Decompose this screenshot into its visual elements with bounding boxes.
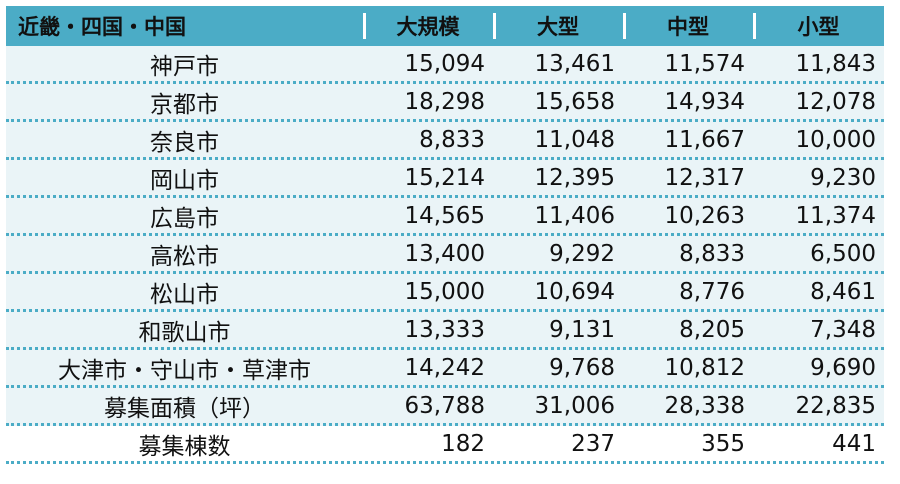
cell-large-scale: 15,000 — [404, 278, 485, 305]
table-row: 広島市 14,565 11,406 10,263 11,374 — [6, 198, 884, 236]
cell-small: 9,230 — [810, 164, 876, 191]
cell-medium: 12,317 — [664, 164, 745, 191]
row-label: 募集面積（坪） — [104, 395, 265, 422]
cell-medium: 355 — [701, 430, 745, 457]
header-medium: 中型 — [623, 6, 753, 46]
cell-medium: 11,574 — [664, 50, 745, 77]
cell-small: 22,835 — [795, 392, 876, 419]
table-row: 京都市 18,298 15,658 14,934 12,078 — [6, 84, 884, 122]
header-large: 大型 — [493, 6, 623, 46]
cell-small: 9,690 — [810, 354, 876, 381]
table-header: 近畿・四国・中国 大規模 大型 中型 小型 — [6, 6, 884, 46]
table-row: 募集棟数 182 237 355 441 — [6, 426, 884, 464]
cell-small: 8,461 — [810, 278, 876, 305]
cell-small: 6,500 — [810, 240, 876, 267]
cell-medium: 8,833 — [679, 240, 745, 267]
row-label: 松山市 — [150, 281, 219, 308]
cell-large-scale: 15,214 — [404, 164, 485, 191]
cell-medium: 28,338 — [664, 392, 745, 419]
cell-medium: 11,667 — [664, 126, 745, 153]
table-row: 松山市 15,000 10,694 8,776 8,461 — [6, 274, 884, 312]
cell-large-scale: 14,242 — [404, 354, 485, 381]
cell-medium: 10,263 — [664, 202, 745, 229]
table-row: 募集面積（坪） 63,788 31,006 28,338 22,835 — [6, 388, 884, 426]
header-large-scale: 大規模 — [363, 6, 493, 46]
table-row: 和歌山市 13,333 9,131 8,205 7,348 — [6, 312, 884, 350]
cell-large-scale: 18,298 — [404, 88, 485, 115]
cell-large-scale: 13,333 — [404, 316, 485, 343]
cell-large: 31,006 — [534, 392, 615, 419]
table-row: 神戸市 15,094 13,461 11,574 11,843 — [6, 46, 884, 84]
row-label: 和歌山市 — [138, 319, 231, 346]
cell-large: 11,048 — [534, 126, 615, 153]
cell-small: 12,078 — [795, 88, 876, 115]
row-label: 高松市 — [150, 243, 219, 270]
cell-large-scale: 15,094 — [404, 50, 485, 77]
cell-large: 11,406 — [534, 202, 615, 229]
cell-large-scale: 14,565 — [404, 202, 485, 229]
cell-medium: 8,776 — [679, 278, 745, 305]
cell-large: 13,461 — [534, 50, 615, 77]
row-label: 岡山市 — [150, 167, 219, 194]
cell-large: 12,395 — [534, 164, 615, 191]
row-label: 神戸市 — [150, 53, 219, 80]
cell-large-scale: 13,400 — [404, 240, 485, 267]
cell-large-scale: 182 — [441, 430, 485, 457]
table-row: 奈良市 8,833 11,048 11,667 10,000 — [6, 122, 884, 160]
cell-small: 10,000 — [795, 126, 876, 153]
cell-large: 9,768 — [549, 354, 615, 381]
cell-small: 7,348 — [810, 316, 876, 343]
table-row: 大津市・守山市・草津市 14,242 9,768 10,812 9,690 — [6, 350, 884, 388]
rent-table: 近畿・四国・中国 大規模 大型 中型 小型 神戸市 15,094 13,461 … — [6, 6, 884, 464]
row-label: 広島市 — [150, 205, 219, 232]
header-region: 近畿・四国・中国 — [18, 15, 186, 39]
cell-medium: 8,205 — [679, 316, 745, 343]
row-label: 募集棟数 — [138, 433, 231, 460]
cell-large: 237 — [571, 430, 615, 457]
table-row: 高松市 13,400 9,292 8,833 6,500 — [6, 236, 884, 274]
cell-large: 15,658 — [534, 88, 615, 115]
cell-small: 11,374 — [795, 202, 876, 229]
cell-medium: 10,812 — [664, 354, 745, 381]
cell-small: 11,843 — [795, 50, 876, 77]
cell-large: 9,131 — [549, 316, 615, 343]
row-label: 大津市・守山市・草津市 — [58, 357, 311, 384]
table-row: 岡山市 15,214 12,395 12,317 9,230 — [6, 160, 884, 198]
cell-medium: 14,934 — [664, 88, 745, 115]
cell-large-scale: 63,788 — [404, 392, 485, 419]
cell-small: 441 — [832, 430, 876, 457]
cell-large-scale: 8,833 — [419, 126, 485, 153]
row-label: 京都市 — [150, 91, 219, 118]
cell-large: 10,694 — [534, 278, 615, 305]
cell-large: 9,292 — [549, 240, 615, 267]
row-label: 奈良市 — [150, 129, 219, 156]
header-small: 小型 — [753, 6, 884, 46]
